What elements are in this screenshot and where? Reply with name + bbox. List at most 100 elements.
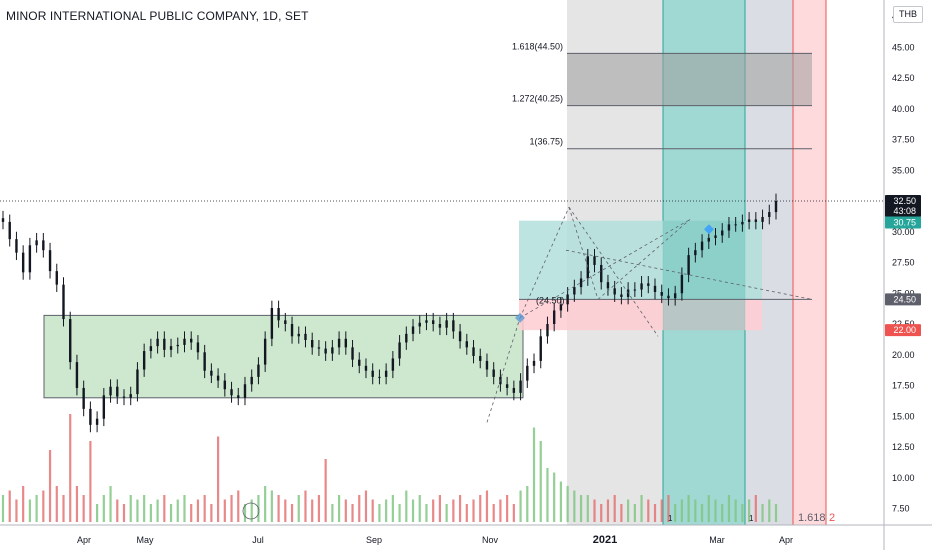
candle-body bbox=[116, 386, 119, 397]
volume-bar bbox=[694, 499, 697, 522]
candle-body bbox=[485, 360, 489, 370]
volume-bar bbox=[344, 499, 347, 522]
y-tick-label: 30.00 bbox=[892, 227, 915, 237]
volume-bar bbox=[445, 504, 448, 522]
volume-bar bbox=[122, 504, 126, 522]
green-range-box bbox=[43, 314, 524, 399]
candle-body bbox=[337, 338, 341, 348]
candle-body bbox=[673, 293, 677, 299]
volume-bar bbox=[82, 495, 85, 522]
volume-bar bbox=[8, 490, 11, 522]
volume-bar bbox=[216, 436, 220, 522]
candle-body bbox=[250, 376, 253, 385]
volume-bar bbox=[324, 459, 327, 522]
candle-body bbox=[734, 224, 737, 226]
candle-body bbox=[270, 308, 274, 339]
candle-body bbox=[438, 324, 442, 328]
volume-bar bbox=[176, 499, 179, 522]
candle-body bbox=[196, 342, 200, 353]
volume-bar bbox=[102, 495, 105, 522]
candle-body bbox=[344, 338, 348, 348]
volume-bar bbox=[546, 468, 549, 522]
candle-body bbox=[579, 278, 583, 288]
candle-body bbox=[324, 348, 327, 354]
candle-body bbox=[203, 352, 206, 371]
price-label-box bbox=[885, 324, 921, 337]
volume-bar bbox=[183, 495, 186, 522]
volume-bar bbox=[458, 495, 462, 522]
price-label-box bbox=[885, 216, 921, 229]
volume-bar bbox=[35, 495, 38, 522]
candle-body bbox=[136, 369, 139, 395]
volume-bar bbox=[371, 499, 374, 522]
candle-body bbox=[526, 365, 529, 381]
volume-bar bbox=[163, 495, 166, 522]
y-tick-label: 42.50 bbox=[892, 73, 915, 83]
candlestick-series bbox=[1, 193, 778, 433]
volume-bar bbox=[398, 504, 401, 522]
volume-bar bbox=[506, 495, 509, 522]
volume-bar bbox=[55, 486, 58, 522]
candle-body bbox=[600, 264, 603, 283]
volume-bar bbox=[761, 504, 764, 522]
volume-bar bbox=[600, 504, 603, 522]
volume-bar bbox=[62, 495, 65, 522]
volume-bar bbox=[15, 499, 18, 522]
volume-bar bbox=[129, 495, 132, 522]
y-tick-label: 15.00 bbox=[892, 411, 915, 421]
candle-body bbox=[593, 256, 596, 265]
candle-body bbox=[667, 295, 670, 299]
volume-bar bbox=[385, 499, 388, 522]
candle-body bbox=[176, 344, 179, 347]
volume-bar bbox=[452, 499, 455, 522]
candle-body bbox=[48, 250, 52, 272]
candle-body bbox=[364, 365, 368, 371]
candle-body bbox=[129, 394, 132, 398]
candle-body bbox=[539, 336, 542, 361]
entry-label: (24.50) bbox=[536, 295, 565, 305]
volume-bar bbox=[553, 472, 556, 522]
candle-body bbox=[660, 292, 663, 296]
candle-body bbox=[223, 380, 227, 390]
candle-body bbox=[378, 376, 381, 378]
candle-body bbox=[505, 384, 509, 388]
volume-bar bbox=[687, 495, 690, 522]
price-label-value: 24.50 bbox=[893, 294, 916, 304]
volume-bar bbox=[559, 481, 563, 522]
candle-body bbox=[62, 284, 65, 320]
x-tick-label: 2021 bbox=[593, 534, 617, 546]
volume-bar bbox=[539, 441, 542, 522]
y-tick-label: 7.50 bbox=[892, 504, 910, 514]
x-tick-label: Apr bbox=[779, 535, 793, 545]
currency-badge[interactable]: THB bbox=[893, 6, 923, 23]
y-tick-label: 45.00 bbox=[892, 42, 915, 52]
pattern-line bbox=[568, 207, 599, 300]
candle-body bbox=[69, 319, 72, 363]
candle-body bbox=[727, 224, 731, 231]
candle-body bbox=[647, 283, 650, 286]
candle-body bbox=[425, 320, 428, 323]
candle-body bbox=[95, 418, 99, 425]
volume-bar bbox=[465, 504, 468, 522]
candle-body bbox=[163, 338, 166, 350]
volume-bar bbox=[109, 486, 112, 522]
candle-body bbox=[42, 240, 45, 251]
candle-body bbox=[75, 362, 79, 388]
volume-bar bbox=[647, 499, 650, 522]
candle-body bbox=[21, 252, 25, 273]
candle-body bbox=[142, 351, 146, 370]
candle-body bbox=[694, 250, 697, 256]
volume-bar bbox=[425, 504, 428, 522]
candle-body bbox=[35, 240, 38, 246]
volume-bar bbox=[774, 504, 778, 522]
volume-bar bbox=[311, 499, 314, 522]
candle-body bbox=[519, 380, 522, 393]
volume-bar bbox=[721, 504, 724, 522]
candle-body bbox=[8, 221, 11, 240]
volume-bar bbox=[391, 495, 394, 522]
candle-body bbox=[633, 289, 637, 291]
candle-body bbox=[384, 370, 388, 377]
x-tick-label: Mar bbox=[709, 535, 725, 545]
